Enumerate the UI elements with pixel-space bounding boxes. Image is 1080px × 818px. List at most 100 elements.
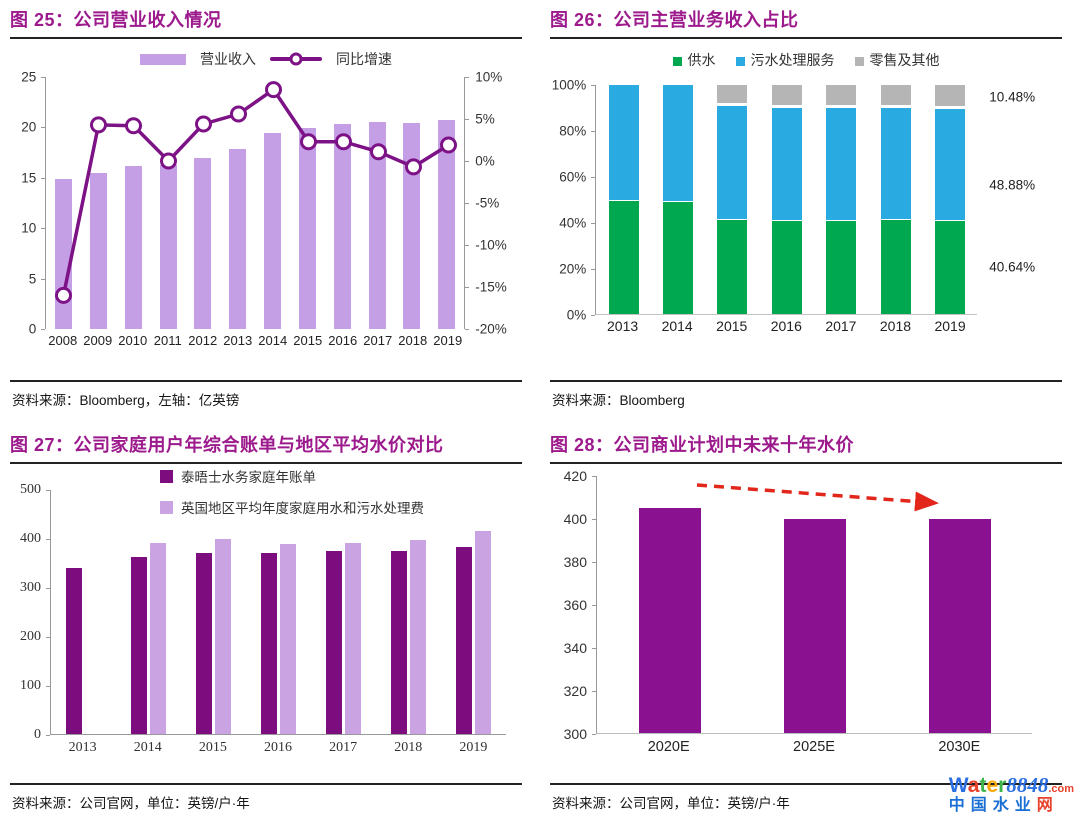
- axis-tick-label: 400: [563, 511, 587, 527]
- axis-tickmark: [41, 77, 46, 78]
- bar-slot: [597, 476, 742, 733]
- stacked-bar: [880, 85, 911, 314]
- left-axis: 420 400 380 360 340 320 300: [550, 468, 596, 742]
- title-divider: [550, 462, 1062, 464]
- stack-segment: [662, 85, 693, 202]
- axis-tick-label: 25: [21, 69, 37, 85]
- stack-slot: [868, 85, 922, 314]
- stack-slot: [651, 85, 705, 314]
- axis-tick-label: 20: [21, 119, 37, 135]
- bar-slot: [742, 476, 887, 733]
- source-divider: [550, 380, 1062, 382]
- axis-tickmark: [591, 177, 596, 178]
- price-bar: [928, 518, 991, 733]
- x-axis-label: 2013: [223, 332, 253, 348]
- plot-column: 2013 2014 2015 2016 2017 2018 2019: [595, 85, 978, 337]
- axis-tick-label: 100: [20, 678, 41, 693]
- watermark-letter: 网: [1036, 797, 1059, 815]
- x-axis-label: 2030E: [938, 739, 981, 755]
- legend-label-revenue: 营业收入: [200, 51, 256, 67]
- stack-segment: [826, 221, 857, 314]
- figure-25-title: 图 25：公司营业收入情况: [10, 10, 222, 30]
- stack-slot: [760, 85, 814, 314]
- x-axis-label: 2019: [934, 318, 966, 334]
- price-chart-body: 420 400 380 360 340 320 300 2020E 2025E 2030E: [550, 468, 1062, 760]
- figure-27-title: 图 27：公司家庭用户年综合账单与地区平均水价对比: [10, 435, 444, 455]
- axis-tick-label: 10%: [475, 69, 503, 85]
- axis-tick-label: 0%: [475, 153, 495, 169]
- bar-slot: [887, 476, 1032, 733]
- axis-tickmark: [592, 691, 596, 692]
- axis-tick-label: -5%: [475, 195, 500, 211]
- retail-swatch: [854, 57, 864, 66]
- stacked-bar: [826, 85, 857, 314]
- stack-segment: [880, 220, 911, 314]
- stack-segment: [717, 105, 748, 221]
- axis-tick-label: 0: [34, 727, 41, 742]
- stack-segment: [880, 107, 911, 221]
- left-axis: 25 20 15 10 5 0: [10, 70, 46, 337]
- bill-chart-body: 500 400 300 200 100 0 2013 2014 2015 2016 2017 201…: [10, 482, 522, 761]
- axis-tick-label: 20%: [559, 261, 587, 277]
- stack-segment: [935, 85, 966, 110]
- bill-bar: [410, 539, 426, 734]
- stacked-bar: [771, 85, 802, 314]
- figure-26-panel: 图 26：公司主营业务收入占比 供水 污水处理服务 零售及其他 100% 80% 6…: [540, 0, 1080, 415]
- legend-item-water-supply: 供水: [672, 50, 716, 70]
- x-axis-label: 2013: [68, 740, 97, 755]
- axis-tick-label: 300: [20, 580, 41, 595]
- uk-average-swatch: [160, 500, 173, 514]
- bar-group: [311, 490, 376, 734]
- axis-tickmark: [592, 476, 596, 477]
- stack-segment: [771, 107, 802, 222]
- revenue-bar: [229, 148, 247, 329]
- axis-tick-label: 80%: [559, 123, 587, 139]
- bar-slot: [151, 77, 186, 329]
- stacked-bar: [662, 85, 693, 314]
- title-divider: [550, 37, 1062, 39]
- stack-segment: [771, 221, 802, 314]
- figure-28-panel: 图 28：公司商业计划中未来十年水价 420 400 380 360 340 320 300…: [540, 415, 1080, 818]
- axis-tick-label: 300: [563, 726, 587, 742]
- watermark-logo-text: Water8848.com: [949, 774, 1074, 797]
- axis-tickmark: [465, 161, 470, 162]
- axis-tickmark: [46, 735, 50, 736]
- stack-segment: [826, 85, 857, 108]
- legend-item-retail: 零售及其他: [854, 50, 940, 70]
- stack-segment: [826, 107, 857, 222]
- x-axis-label: 2016: [328, 332, 358, 348]
- x-axis-label: 2008: [48, 332, 78, 348]
- revenue-chart-body: 25 20 15 10 5 0 2008 2009 2010 2011 2012 2013 2014 2…: [10, 70, 522, 351]
- axis-tickmark: [46, 686, 50, 687]
- growth-point: [195, 115, 213, 133]
- x-axis-label: 2013: [607, 318, 639, 334]
- stacked-bar: [608, 85, 639, 314]
- axis-tickmark: [41, 228, 46, 230]
- axis-tickmark: [41, 278, 46, 280]
- trend-arrow: [696, 483, 939, 512]
- axis-tickmark: [41, 329, 46, 330]
- bar-slot: [116, 77, 151, 329]
- price-bar: [783, 518, 846, 733]
- water8848-watermark: Water8848.com 中国水业网: [949, 774, 1074, 815]
- bill-bar: [131, 557, 147, 734]
- stack-slot: [596, 85, 650, 314]
- segment-share-label: 10.48%: [989, 89, 1036, 105]
- right-axis: 10% 5% 0% -5% -10% -15% -20%: [465, 70, 522, 337]
- x-axis-label: 2012: [188, 332, 218, 348]
- bill-bar: [345, 542, 361, 734]
- revenue-bar: [264, 133, 282, 329]
- bill-plot: [50, 490, 506, 735]
- stack-segment: [771, 85, 802, 108]
- axis-tickmark: [592, 519, 596, 520]
- price-bar: [638, 508, 701, 733]
- watermark-letter: t: [979, 774, 987, 798]
- growth-marker-swatch: [289, 52, 303, 66]
- watermark-letter: e: [986, 774, 999, 798]
- legend-label-growth: 同比增速: [336, 51, 392, 67]
- x-axis-labels: 2020E 2025E 2030E: [596, 734, 1032, 760]
- bill-bar: [66, 568, 82, 734]
- stack-slot: [814, 85, 868, 314]
- axis-tickmark: [592, 648, 596, 649]
